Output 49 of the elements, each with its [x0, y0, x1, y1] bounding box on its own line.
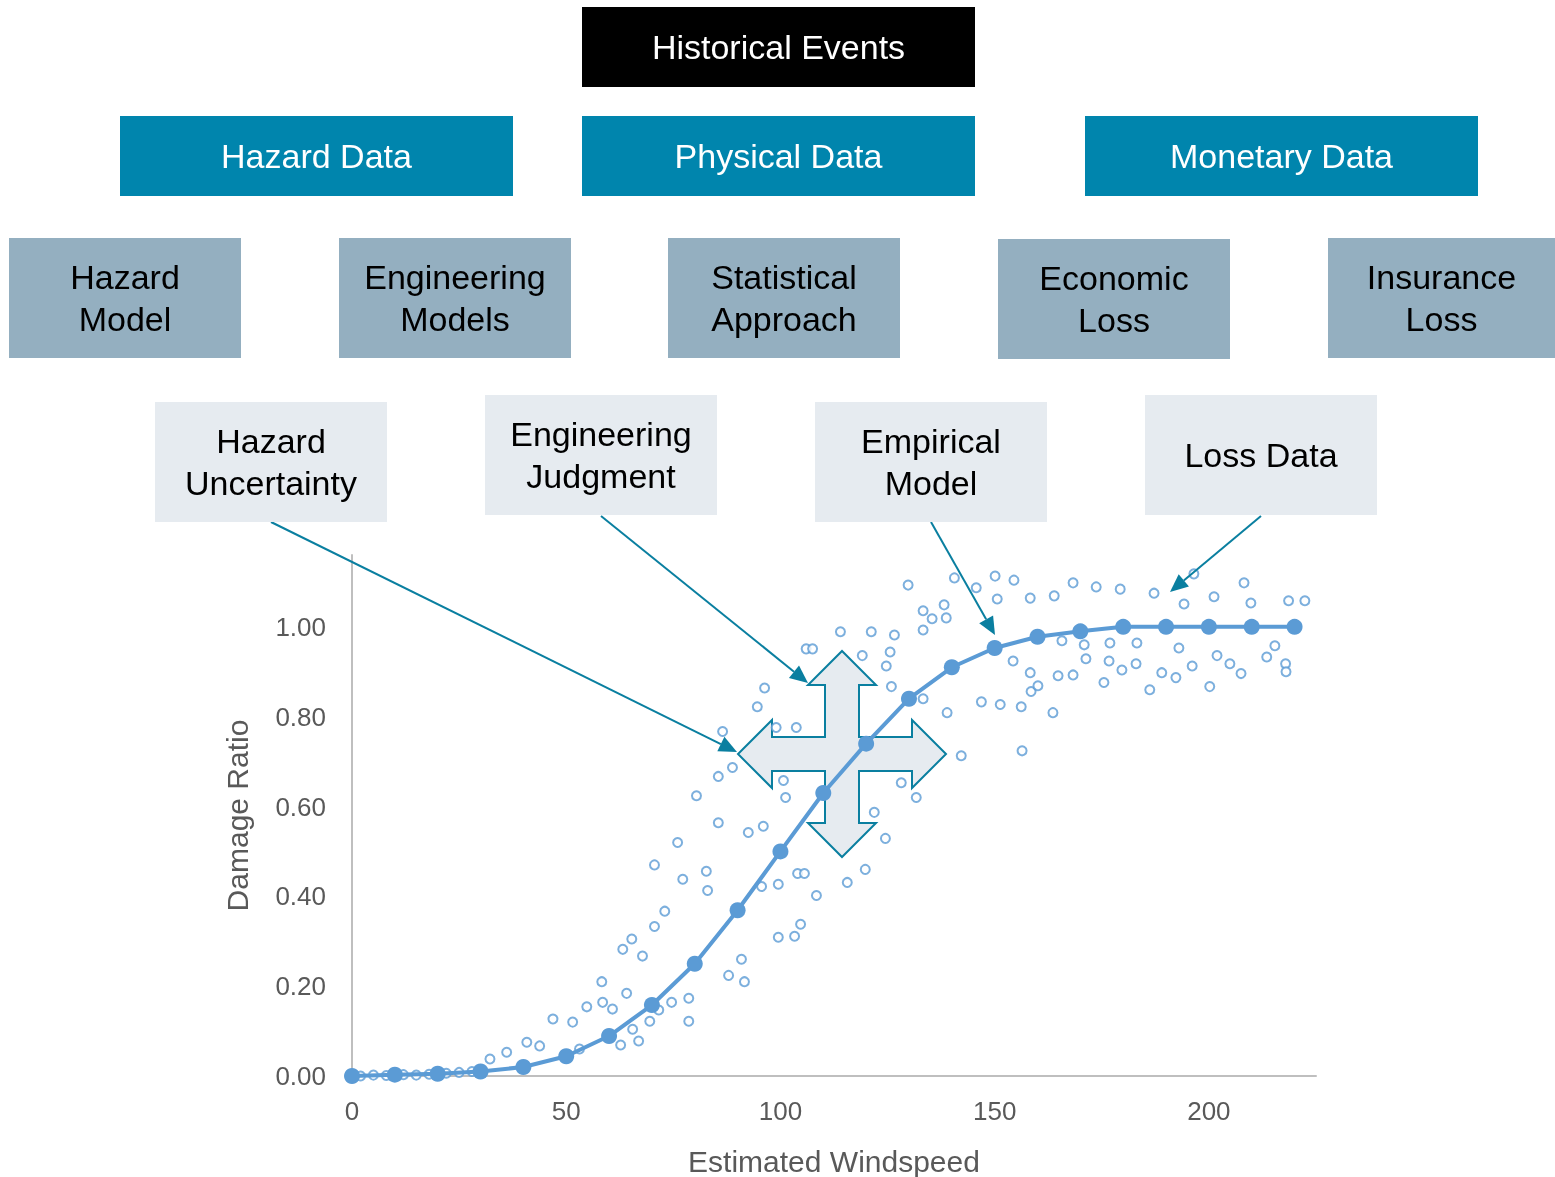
y-tick-label: 1.00 [275, 611, 326, 642]
point [1243, 618, 1260, 635]
point [1286, 618, 1303, 635]
point [643, 997, 660, 1014]
point [344, 1068, 360, 1084]
point [472, 1063, 489, 1080]
point [386, 1066, 403, 1083]
x-tick-label: 0 [344, 1096, 360, 1126]
text: Hazard Model [9, 238, 241, 358]
y-axis-title: Damage Ratio [220, 719, 254, 912]
point [858, 735, 875, 752]
point [729, 902, 746, 919]
point [1200, 618, 1217, 635]
point [601, 1028, 618, 1045]
y-tick-label: 0.80 [275, 701, 326, 732]
point [429, 1065, 446, 1082]
point [815, 785, 832, 802]
y-tick-label: 0.00 [275, 1061, 326, 1091]
point [772, 843, 789, 860]
point [686, 955, 703, 972]
x-tick-label: 150 [972, 1096, 1017, 1126]
text: Insurance Loss [1328, 238, 1555, 358]
x-tick-label: 200 [1187, 1096, 1231, 1126]
x-tick-label: 100 [758, 1096, 803, 1126]
text: Engineering Models [339, 238, 571, 358]
text: Hazard Data [120, 116, 513, 196]
x-axis-title: Estimated Windspeed [688, 1144, 980, 1177]
point [943, 659, 960, 676]
point [1158, 618, 1175, 635]
point [1115, 618, 1132, 635]
text: Monetary Data [1085, 116, 1478, 196]
text: Empirical Model [815, 402, 1047, 522]
point [986, 639, 1003, 656]
x-tick-label: 50 [551, 1096, 581, 1126]
point [900, 690, 917, 707]
y-tick-label: 0.20 [275, 971, 326, 1002]
text: Engineering Judgment [485, 395, 717, 515]
point [558, 1048, 575, 1065]
y-tick-label: 0.60 [275, 791, 326, 822]
text: Physical Data [582, 116, 975, 196]
point [1029, 628, 1046, 645]
point [1072, 623, 1089, 640]
y-tick-label: 0.40 [275, 881, 326, 912]
text: Economic Loss [998, 239, 1230, 359]
text: Hazard Uncertainty [155, 402, 387, 522]
text: Statistical Approach [668, 238, 900, 358]
text: Historical Events [582, 7, 975, 87]
text: Loss Data [1145, 395, 1377, 515]
point [515, 1059, 532, 1076]
